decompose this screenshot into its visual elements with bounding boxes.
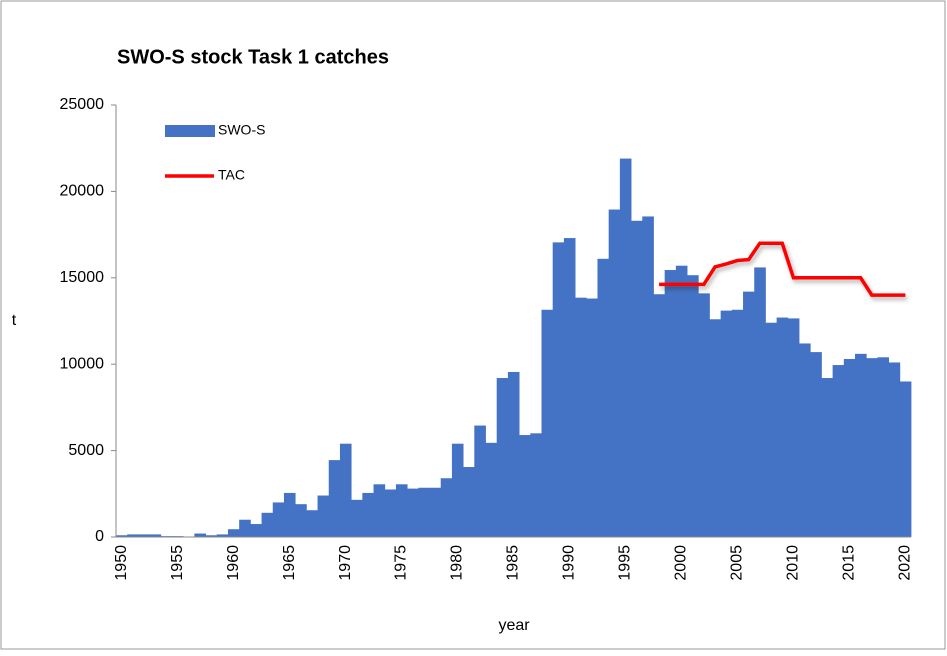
bar — [575, 297, 587, 537]
legend-label: SWO-S — [218, 122, 265, 138]
bar — [138, 534, 150, 537]
bar — [810, 352, 822, 537]
x-tick-label: 2020 — [897, 545, 914, 581]
bar — [227, 529, 240, 537]
bar — [843, 359, 856, 537]
bar — [866, 358, 878, 537]
x-tick-label: 1990 — [561, 545, 578, 581]
bar — [127, 534, 139, 537]
bar — [731, 309, 744, 537]
legend-swatch — [165, 125, 215, 137]
x-tick-label: 2005 — [729, 545, 746, 581]
bar — [339, 443, 352, 537]
legend-label: TAC — [218, 167, 245, 183]
bar — [429, 487, 442, 537]
bar — [418, 487, 430, 537]
x-tick-label: 1985 — [505, 545, 522, 581]
bar — [698, 293, 710, 537]
bar — [765, 322, 778, 537]
y-tick-label: 5000 — [68, 442, 104, 459]
bar — [653, 294, 666, 537]
x-tick-label: 2000 — [673, 545, 690, 581]
bar — [664, 270, 677, 537]
bar — [149, 534, 162, 537]
bar — [608, 209, 621, 537]
bar — [743, 291, 755, 537]
bar — [586, 298, 598, 537]
bar — [776, 317, 789, 537]
bar — [362, 492, 374, 537]
bar — [821, 378, 834, 537]
bar — [407, 488, 419, 537]
bar — [877, 357, 890, 537]
y-tick-label: 25000 — [60, 96, 105, 113]
x-tick-label: 1975 — [393, 545, 410, 581]
bar — [899, 381, 912, 537]
bar — [485, 442, 498, 537]
y-axis-label: t — [12, 312, 17, 329]
x-tick-label: 1950 — [113, 545, 130, 581]
bar — [463, 467, 475, 537]
bar — [832, 365, 845, 537]
bar — [328, 460, 341, 537]
bar — [272, 502, 285, 537]
x-tick-label: 1995 — [617, 545, 634, 581]
bar — [373, 484, 386, 537]
bar — [205, 535, 218, 537]
bar — [507, 371, 520, 537]
bar — [619, 158, 632, 537]
bar — [384, 489, 397, 537]
y-tick-label: 20000 — [60, 183, 105, 200]
bar — [552, 242, 565, 537]
bar — [116, 535, 128, 537]
bar — [250, 524, 262, 537]
y-tick-label: 0 — [95, 528, 104, 545]
bar — [261, 512, 274, 537]
bar — [563, 238, 576, 537]
bar — [440, 478, 453, 537]
bar — [631, 220, 643, 537]
bar — [295, 504, 307, 537]
bar — [496, 378, 509, 537]
x-tick-label: 1955 — [169, 545, 186, 581]
bar — [194, 533, 206, 537]
chart-title: SWO-S stock Task 1 catches — [117, 46, 389, 68]
x-tick-label: 2015 — [841, 545, 858, 581]
bar — [239, 519, 251, 537]
x-tick-label: 1970 — [337, 545, 354, 581]
x-tick-label: 2010 — [785, 545, 802, 581]
bar — [474, 425, 486, 537]
bar — [687, 275, 699, 537]
x-tick-label: 1960 — [225, 545, 242, 581]
bar — [530, 433, 542, 537]
bar — [754, 267, 766, 537]
x-tick-label: 1980 — [449, 545, 466, 581]
bar — [317, 495, 330, 537]
bar — [799, 343, 811, 537]
bar — [642, 216, 654, 537]
x-axis-label: year — [498, 617, 530, 634]
bar — [283, 492, 296, 537]
bar — [541, 309, 554, 537]
y-tick-label: 15000 — [60, 269, 105, 286]
y-tick-label: 10000 — [60, 355, 105, 372]
bar — [787, 318, 800, 537]
bar — [720, 310, 733, 537]
bar — [888, 362, 901, 537]
x-tick-label: 1965 — [281, 545, 298, 581]
bar — [395, 484, 408, 537]
bar — [675, 265, 688, 537]
bar — [216, 534, 229, 537]
bar — [351, 499, 363, 537]
line — [659, 241, 906, 297]
bar — [451, 443, 464, 537]
bar — [597, 258, 610, 537]
bar — [709, 319, 722, 537]
bar — [855, 353, 867, 537]
bar — [306, 510, 318, 537]
bar — [519, 435, 531, 537]
